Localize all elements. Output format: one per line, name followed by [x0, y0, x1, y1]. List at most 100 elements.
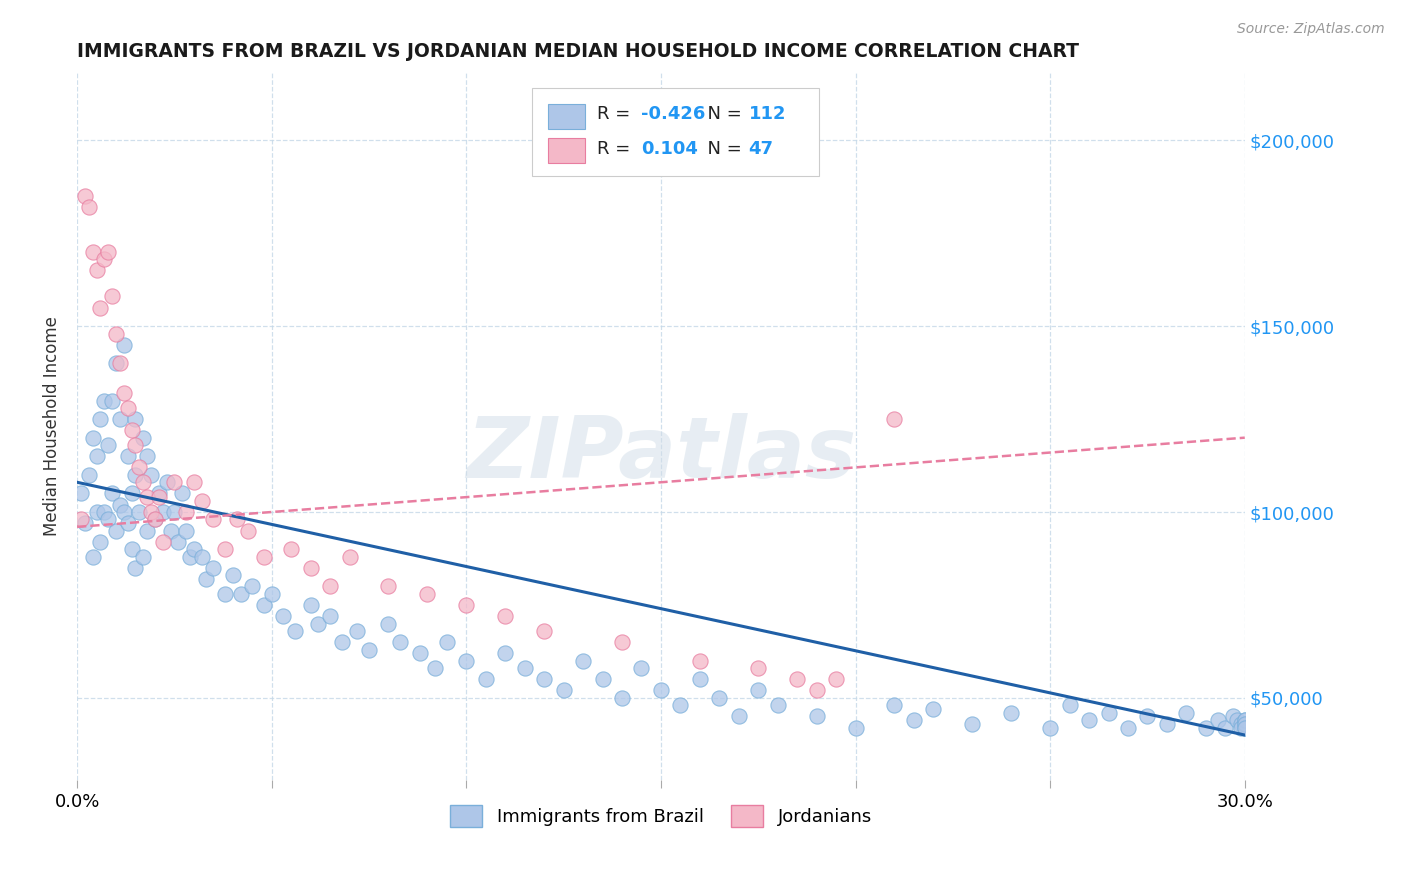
Point: [222, 568, 245, 582]
Point: [389, 635, 412, 649]
Point: [494, 646, 516, 660]
Point: [148, 486, 170, 500]
Point: [179, 549, 201, 564]
Point: [159, 524, 181, 538]
Point: [592, 673, 614, 687]
Point: [786, 673, 808, 687]
Point: [136, 524, 159, 538]
Point: [70, 512, 93, 526]
Point: [747, 683, 769, 698]
Point: [903, 713, 925, 727]
Point: [117, 401, 139, 415]
Point: [825, 673, 848, 687]
Point: [124, 412, 146, 426]
Point: [132, 475, 155, 490]
Point: [533, 673, 555, 687]
Point: [1233, 721, 1256, 735]
FancyBboxPatch shape: [548, 137, 585, 163]
Point: [132, 549, 155, 564]
Text: R =: R =: [596, 105, 636, 123]
Point: [494, 609, 516, 624]
Point: [86, 449, 108, 463]
Point: [128, 460, 150, 475]
Point: [533, 624, 555, 638]
Point: [101, 289, 124, 303]
Point: [108, 356, 131, 370]
Point: [806, 709, 828, 723]
Point: [202, 560, 225, 574]
Point: [1039, 721, 1062, 735]
Point: [124, 438, 146, 452]
Point: [319, 609, 342, 624]
Point: [273, 609, 295, 624]
Point: [330, 635, 353, 649]
Point: [82, 549, 104, 564]
Point: [97, 438, 120, 452]
Point: [148, 490, 170, 504]
Point: [650, 683, 672, 698]
Point: [108, 498, 131, 512]
Point: [190, 493, 212, 508]
Point: [1195, 721, 1218, 735]
Point: [1059, 698, 1081, 713]
Point: [1233, 717, 1256, 731]
Text: 112: 112: [748, 105, 786, 123]
Point: [174, 524, 197, 538]
Point: [319, 579, 342, 593]
Point: [456, 598, 478, 612]
Point: [610, 690, 633, 705]
Point: [89, 534, 111, 549]
Text: 0.104: 0.104: [641, 140, 697, 158]
Text: R =: R =: [596, 140, 636, 158]
Point: [416, 587, 439, 601]
Point: [284, 624, 307, 638]
Point: [73, 516, 96, 530]
Point: [260, 587, 283, 601]
FancyBboxPatch shape: [548, 103, 585, 129]
Point: [112, 337, 135, 351]
Point: [689, 673, 711, 687]
Point: [572, 654, 595, 668]
Point: [112, 505, 135, 519]
Point: [117, 516, 139, 530]
Point: [93, 393, 115, 408]
Point: [299, 560, 322, 574]
Point: [253, 549, 276, 564]
Legend: Immigrants from Brazil, Jordanians: Immigrants from Brazil, Jordanians: [443, 797, 879, 834]
Point: [727, 709, 749, 723]
Point: [70, 486, 93, 500]
Point: [709, 690, 731, 705]
Point: [121, 542, 143, 557]
Point: [1226, 713, 1249, 727]
Point: [1097, 706, 1119, 720]
Point: [132, 431, 155, 445]
Point: [97, 512, 120, 526]
Point: [89, 301, 111, 315]
Point: [1233, 713, 1256, 727]
Point: [339, 549, 361, 564]
Point: [105, 356, 128, 370]
Point: [225, 512, 247, 526]
Point: [883, 698, 905, 713]
Point: [456, 654, 478, 668]
Point: [163, 475, 186, 490]
Point: [553, 683, 575, 698]
Point: [121, 486, 143, 500]
Point: [299, 598, 322, 612]
Point: [962, 717, 984, 731]
Point: [105, 524, 128, 538]
Point: [108, 412, 131, 426]
Point: [101, 486, 124, 500]
Point: [77, 200, 100, 214]
Point: [253, 598, 276, 612]
Point: [128, 505, 150, 519]
Point: [883, 412, 905, 426]
Text: -0.426: -0.426: [641, 105, 706, 123]
Point: [610, 635, 633, 649]
Point: [229, 587, 252, 601]
Point: [89, 412, 111, 426]
Point: [202, 512, 225, 526]
Point: [1206, 713, 1229, 727]
Point: [806, 683, 828, 698]
Point: [183, 475, 205, 490]
